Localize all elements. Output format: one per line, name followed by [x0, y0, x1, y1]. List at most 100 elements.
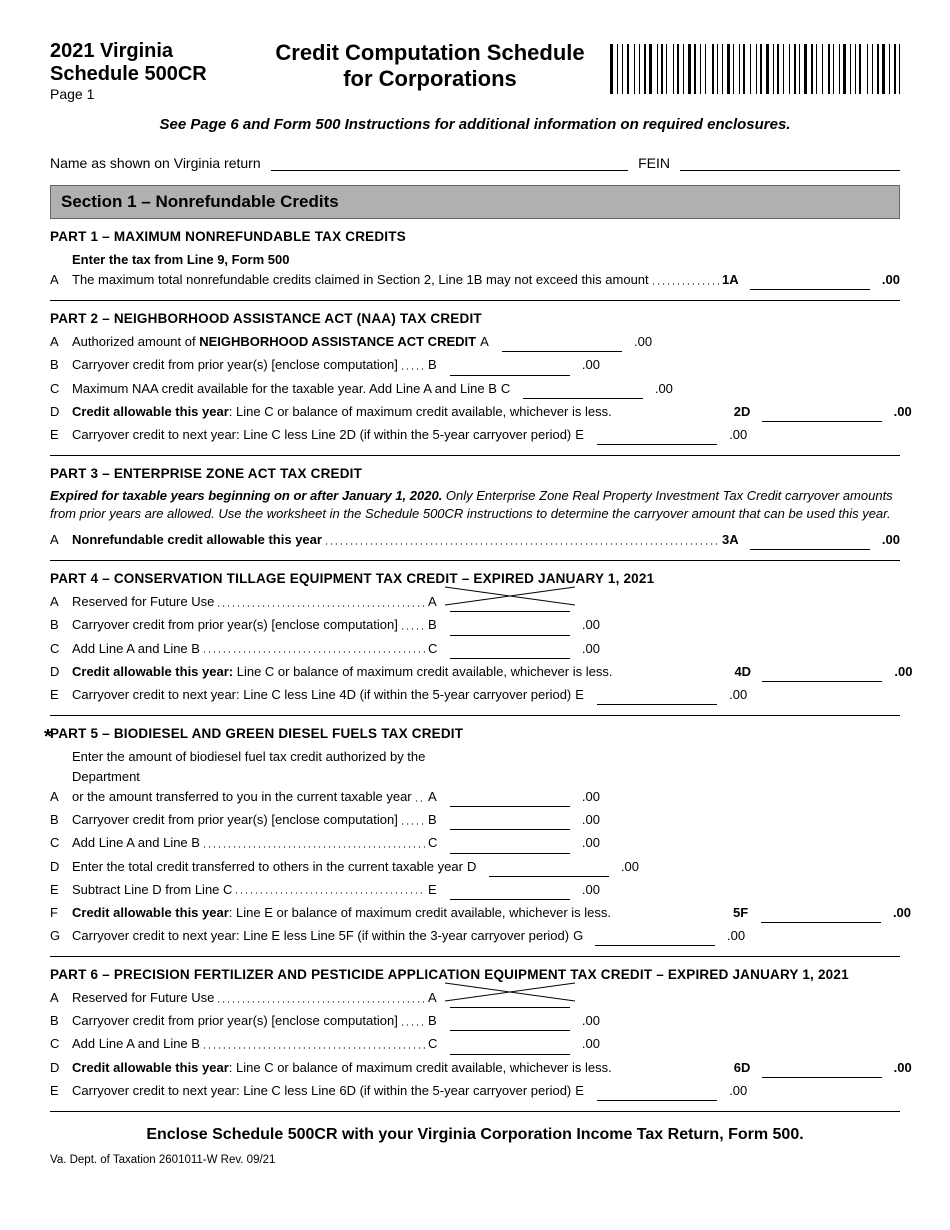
- p6c-sfx: .00: [570, 1034, 600, 1054]
- p5d-amt[interactable]: [489, 860, 609, 877]
- p5e-end: E: [428, 880, 450, 900]
- title-line1: Credit Computation Schedule: [250, 40, 610, 66]
- p4b-text: Carryover credit from prior year(s) [enc…: [72, 615, 398, 635]
- p6a-ltr: A: [50, 988, 72, 1008]
- p6b-end: B: [428, 1011, 450, 1031]
- p4b-ltr: B: [50, 615, 72, 635]
- p6a-text: Reserved for Future Use: [72, 988, 214, 1008]
- p4c-amt[interactable]: [450, 642, 570, 659]
- p4b-sfx: .00: [570, 615, 600, 635]
- p4d-ltr: D: [50, 662, 72, 682]
- p2d-ltr: D: [50, 402, 72, 422]
- p5b-ltr: B: [50, 810, 72, 830]
- footer-enclose: Enclose Schedule 500CR with your Virgini…: [50, 1126, 900, 1144]
- p2b-sfx: .00: [570, 355, 600, 375]
- part4-title: PART 4 – CONSERVATION TILLAGE EQUIPMENT …: [50, 571, 900, 586]
- p5c-text: Add Line A and Line B: [72, 833, 200, 853]
- p3a-sfx: .00: [870, 530, 900, 550]
- p6d-end: 6D: [734, 1058, 762, 1078]
- p6c-text: Add Line A and Line B: [72, 1034, 200, 1054]
- p2a-pre: Authorized amount of: [72, 334, 199, 349]
- p2b-ltr: B: [50, 355, 72, 375]
- p5g-amt[interactable]: [595, 929, 715, 946]
- p4b-end: B: [428, 615, 450, 635]
- p3-note-bold: Expired for taxable years beginning on o…: [50, 488, 442, 503]
- p5f-end: 5F: [733, 903, 761, 923]
- p5c-end: C: [428, 833, 450, 853]
- p6e-amt[interactable]: [597, 1084, 717, 1101]
- part1-a-text: The maximum total nonrefundable credits …: [72, 270, 649, 290]
- part6-title: PART 6 – PRECISION FERTILIZER AND PESTIC…: [50, 967, 900, 982]
- p2a-sfx: .00: [622, 332, 652, 352]
- p2d-amt[interactable]: [762, 405, 882, 422]
- p6e-text: Carryover credit to next year: Line C le…: [72, 1081, 571, 1101]
- p5b-end: B: [428, 810, 450, 830]
- part1-a-bold: Enter the tax from Line 9, Form 500: [72, 250, 722, 270]
- p5c-amt[interactable]: [450, 837, 570, 854]
- p5e-sfx: .00: [570, 880, 600, 900]
- p5e-ltr: E: [50, 880, 72, 900]
- p4e-amt[interactable]: [597, 688, 717, 705]
- p4d-post: Line C or balance of maximum credit avai…: [233, 664, 612, 679]
- page-number: Page 1: [50, 86, 250, 102]
- p4a-struck-icon: [450, 595, 570, 612]
- p2e-text: Carryover credit to next year: Line C le…: [72, 425, 571, 445]
- p4d-amt[interactable]: [762, 665, 882, 682]
- p3a-amt[interactable]: [750, 533, 870, 550]
- p6e-sfx: .00: [717, 1081, 747, 1101]
- part3-title: PART 3 – ENTERPRISE ZONE ACT TAX CREDIT: [50, 466, 900, 481]
- p6c-amt[interactable]: [450, 1038, 570, 1055]
- p4b-amt[interactable]: [450, 619, 570, 636]
- p5d-sfx: .00: [609, 857, 639, 877]
- p6c-end: C: [428, 1034, 450, 1054]
- p2a-ltr: A: [50, 332, 72, 352]
- p2a-amt[interactable]: [502, 335, 622, 352]
- p6d-post: : Line C or balance of maximum credit av…: [229, 1060, 612, 1075]
- instructions-line: See Page 6 and Form 500 Instructions for…: [50, 116, 900, 133]
- p5f-post: : Line E or balance of maximum credit av…: [229, 905, 611, 920]
- p6a-struck-icon: [450, 991, 570, 1008]
- p6e-end: E: [575, 1081, 597, 1101]
- part1-title: PART 1 – MAXIMUM NONREFUNDABLE TAX CREDI…: [50, 229, 900, 244]
- p2d-sfx: .00: [882, 402, 912, 422]
- p5f-ltr: F: [50, 903, 72, 923]
- p2b-end: B: [428, 355, 450, 375]
- p2e-amt[interactable]: [597, 428, 717, 445]
- p5a-end: A: [428, 787, 450, 807]
- p2a-bold: NEIGHBORHOOD ASSISTANCE ACT CREDIT: [199, 334, 476, 349]
- p6d-amt[interactable]: [762, 1061, 882, 1078]
- p5b-text: Carryover credit from prior year(s) [enc…: [72, 810, 398, 830]
- title-line2: for Corporations: [250, 66, 610, 92]
- part1-a-suffix: .00: [870, 270, 900, 290]
- name-input-line[interactable]: [271, 153, 628, 171]
- p4c-end: C: [428, 639, 450, 659]
- part1-a-amt[interactable]: [750, 273, 870, 290]
- footer-rev: Va. Dept. of Taxation 2601011-W Rev. 09/…: [50, 1154, 900, 1166]
- p4e-sfx: .00: [717, 685, 747, 705]
- p5b-sfx: .00: [570, 810, 600, 830]
- schedule-label: Schedule 500CR: [50, 63, 250, 86]
- p2b-amt[interactable]: [450, 359, 570, 376]
- p6b-amt[interactable]: [450, 1014, 570, 1031]
- p2c-amt[interactable]: [523, 382, 643, 399]
- p5f-amt[interactable]: [761, 906, 881, 923]
- p2c-ltr: C: [50, 379, 72, 399]
- fein-input-line[interactable]: [680, 153, 900, 171]
- p5a-sfx: .00: [570, 787, 600, 807]
- p2b-text: Carryover credit from prior year(s) [enc…: [72, 355, 398, 375]
- p2a-end: A: [480, 332, 502, 352]
- p5a-amt[interactable]: [450, 790, 570, 807]
- part5-title: PART 5 – BIODIESEL AND GREEN DIESEL FUEL…: [50, 726, 900, 741]
- p5b-amt[interactable]: [450, 813, 570, 830]
- name-label: Name as shown on Virginia return: [50, 155, 261, 171]
- p5e-amt[interactable]: [450, 883, 570, 900]
- p3a-bold: Nonrefundable credit allowable this year: [72, 530, 322, 550]
- p2e-end: E: [575, 425, 597, 445]
- fein-label: FEIN: [638, 155, 670, 171]
- p4e-text: Carryover credit to next year: Line C le…: [72, 685, 571, 705]
- p4c-sfx: .00: [570, 639, 600, 659]
- p2c-sfx: .00: [643, 379, 673, 399]
- year-state: 2021 Virginia: [50, 40, 250, 63]
- p2e-ltr: E: [50, 425, 72, 445]
- barcode-icon: 1011001101011100101101001011010011010110…: [610, 40, 900, 94]
